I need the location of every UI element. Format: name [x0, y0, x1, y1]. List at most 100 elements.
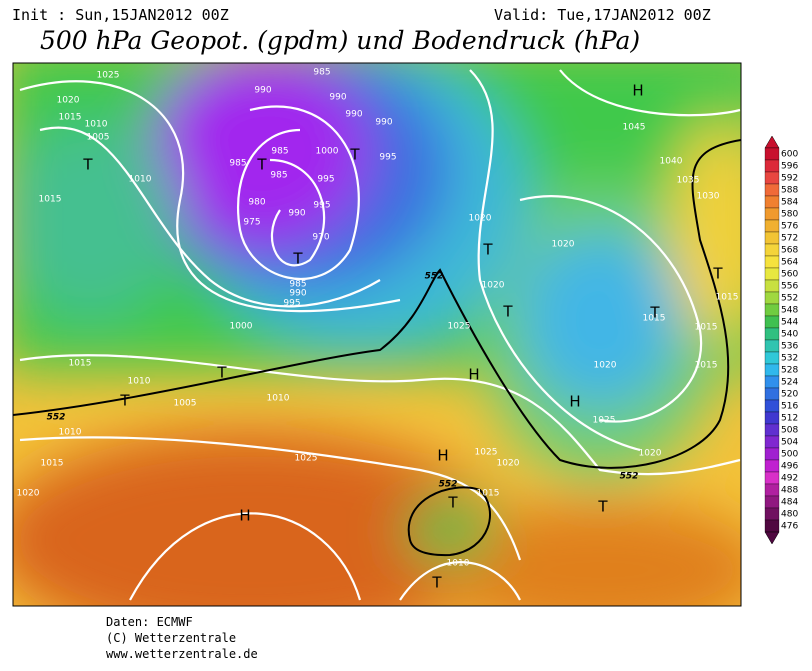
isobar-label: 985: [270, 171, 287, 181]
isobar-label: 1010: [447, 559, 470, 569]
isobar-label: 1020: [552, 240, 575, 250]
isobar-label: 985: [229, 159, 246, 169]
isobar-label: 1025: [97, 71, 120, 81]
colorbar-swatch: [764, 219, 780, 233]
pressure-center: H: [239, 507, 250, 525]
isobar-label: 1025: [475, 448, 498, 458]
colorbar-label: 584: [781, 198, 798, 208]
pressure-center: T: [256, 156, 267, 174]
isobar-label: 1015: [59, 113, 82, 123]
colorbar-label: 504: [781, 438, 798, 448]
geopotential-label: 552: [425, 272, 444, 282]
colorbar-label: 500: [781, 450, 798, 460]
colorbar-label: 568: [781, 246, 798, 256]
isobar-label: 985: [289, 280, 306, 290]
colorbar-swatch: [764, 447, 780, 461]
colorbar-swatch: [764, 459, 780, 473]
colorbar-label: 508: [781, 426, 798, 436]
geopotential-label: 552: [439, 480, 458, 490]
isobar-label: 1025: [593, 416, 616, 426]
isobar-label: 1015: [39, 195, 62, 205]
isobar-label: 1010: [85, 120, 108, 130]
colorbar-swatch: [764, 375, 780, 389]
isobar-label: 990: [329, 93, 346, 103]
map-frame: [12, 62, 742, 607]
colorbar-label: 536: [781, 342, 798, 352]
pressure-center: H: [437, 447, 448, 465]
isobar-label: 990: [375, 118, 392, 128]
isobar-label: 1020: [469, 214, 492, 224]
pressure-center: T: [431, 574, 442, 592]
colorbar-label: 544: [781, 318, 798, 328]
isobar-label: 1015: [716, 293, 739, 303]
geopotential-552: [13, 139, 741, 557]
isobar-label: 1025: [295, 454, 318, 464]
colorbar-label: 528: [781, 366, 798, 376]
colorbar-swatch: [764, 363, 780, 377]
isobar-label: 1015: [643, 314, 666, 324]
pressure-center: T: [482, 241, 493, 259]
colorbar-label: 540: [781, 330, 798, 340]
colorbar-swatch: [764, 435, 780, 449]
colorbar-swatch: [764, 327, 780, 341]
isobar-label: 1000: [230, 322, 253, 332]
isobar-label: 995: [283, 299, 300, 309]
isobar-label: 990: [289, 289, 306, 299]
pressure-center: T: [82, 156, 93, 174]
isobar-label: 1035: [677, 176, 700, 186]
colorbar-label: 532: [781, 354, 798, 364]
isobar-label: 990: [288, 209, 305, 219]
isobar-label: 1040: [660, 157, 683, 167]
isobar-label: 1015: [69, 359, 92, 369]
isobar-label: 1030: [697, 192, 720, 202]
isobar-label: 1015: [41, 459, 64, 469]
pressure-center: H: [468, 366, 479, 384]
pressure-center: H: [632, 82, 643, 100]
pressure-center: T: [292, 250, 303, 268]
isobar-label: 980: [248, 198, 265, 208]
colorbar-label: 588: [781, 186, 798, 196]
isobar-label: 1005: [174, 399, 197, 409]
colorbar-label: 548: [781, 306, 798, 316]
colorbar-label: 512: [781, 414, 798, 424]
isobar-label: 1010: [59, 428, 82, 438]
colorbar-swatch: [764, 483, 780, 497]
isobar-label: 975: [243, 218, 260, 228]
pressure-center: T: [502, 303, 513, 321]
isobar-label: 1025: [448, 322, 471, 332]
colorbar-swatch: [764, 255, 780, 269]
isobar-label: 1010: [128, 377, 151, 387]
isobar-label: 1020: [639, 449, 662, 459]
pressure-center: T: [349, 146, 360, 164]
colorbar-swatch: [764, 171, 780, 185]
isobar-label: 1020: [594, 361, 617, 371]
colorbar-swatch: [764, 243, 780, 257]
geopotential-label: 552: [620, 472, 639, 482]
colorbar-label: 492: [781, 474, 798, 484]
isobar-label: 1015: [695, 361, 718, 371]
colorbar-swatch: [764, 291, 780, 305]
colorbar-swatch: [764, 207, 780, 221]
colorbar-label: 476: [781, 522, 798, 532]
colorbar-swatch: [764, 351, 780, 365]
isobars: [19, 69, 741, 601]
colorbar-swatch: [764, 267, 780, 281]
colorbar-swatch: [764, 507, 780, 521]
colorbar-label: 488: [781, 486, 798, 496]
colorbar-swatch: [764, 495, 780, 509]
colorbar-swatch: [764, 147, 780, 161]
isobar-label: 995: [379, 153, 396, 163]
colorbar-label: 552: [781, 294, 798, 304]
colorbar-swatch: [764, 231, 780, 245]
colorbar-swatch: [764, 183, 780, 197]
colorbar-swatch: [764, 423, 780, 437]
isobar-label: 990: [345, 110, 362, 120]
valid-time: Valid: Tue,17JAN2012 00Z: [494, 6, 711, 24]
isobar-label: 970: [312, 233, 329, 243]
isobar-label: 1045: [623, 123, 646, 133]
map: 1025102010151010100510101015985990990990…: [12, 62, 798, 607]
isobar-label: 1010: [267, 394, 290, 404]
colorbar-swatch: [764, 339, 780, 353]
colorbar-label: 592: [781, 174, 798, 184]
isobar-label: 995: [317, 175, 334, 185]
